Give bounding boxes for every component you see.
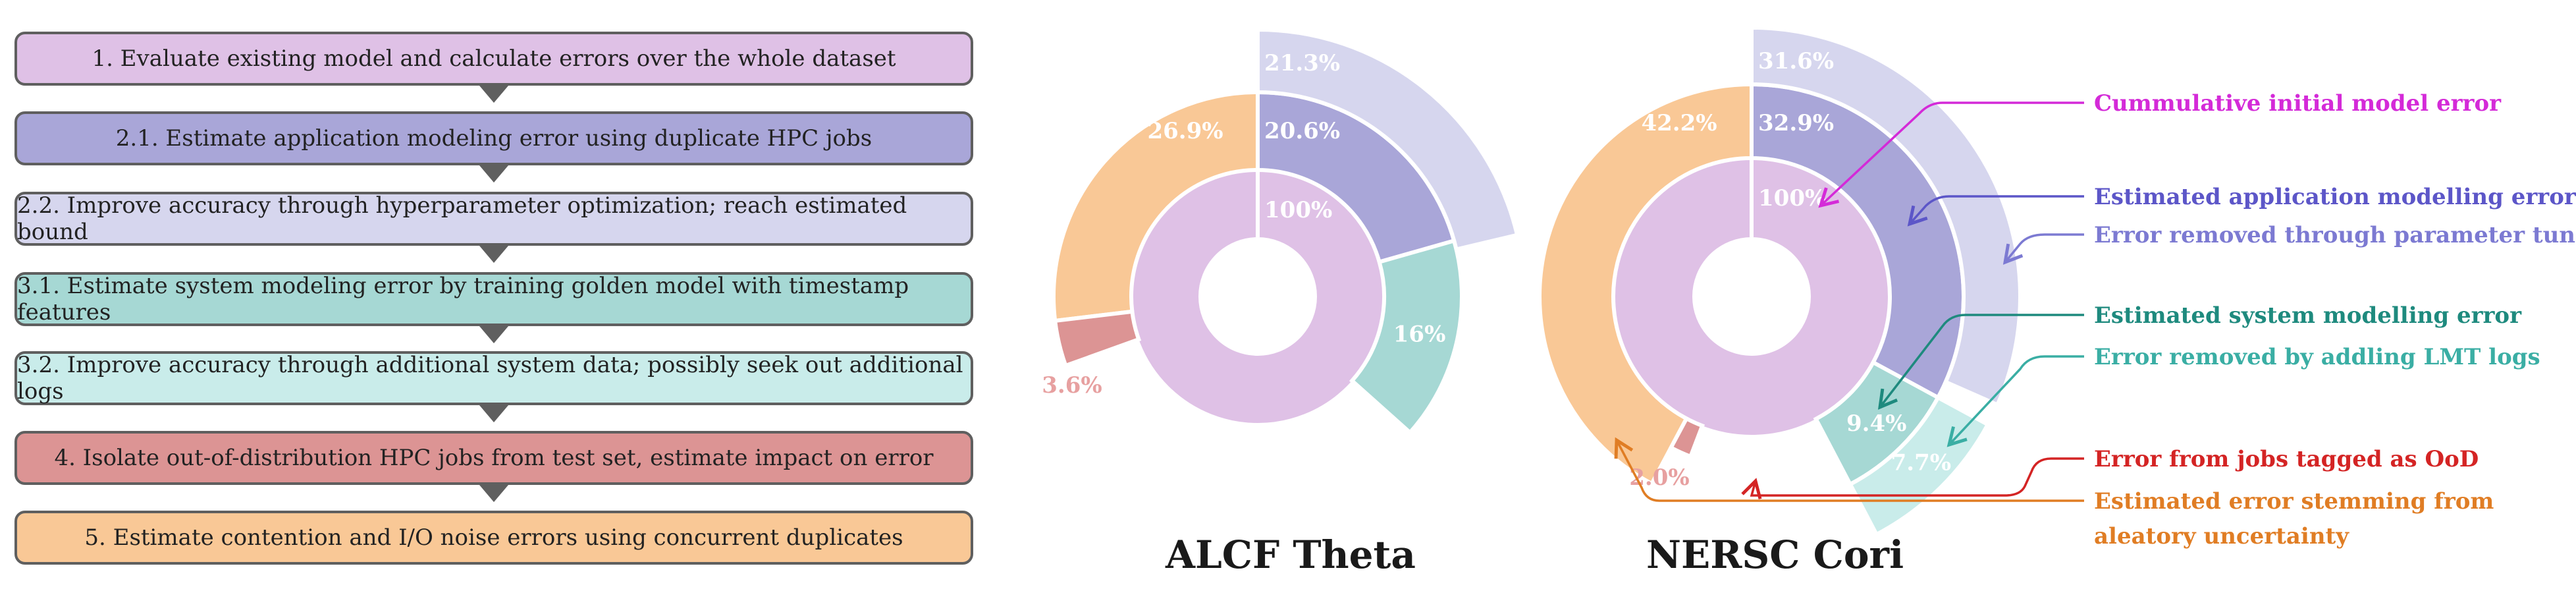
leader-app-error — [1907, 195, 2084, 227]
label-ood-error: 2.0% — [1629, 464, 1689, 491]
step-connector-arrow — [479, 405, 508, 422]
step-connector-arrow — [479, 485, 508, 502]
workflow-steps: 1. Evaluate existing model and calculate… — [0, 0, 988, 591]
workflow-step-4: 3.1. Estimate system modeling error by t… — [14, 272, 973, 326]
legend-aleatory-error: Estimated error stemming from — [2094, 488, 2494, 515]
label-system-error: 16% — [1393, 322, 1446, 348]
label-app-error: 32.9% — [1758, 110, 1834, 136]
wedge-aleatory-error — [1538, 82, 1754, 487]
wedge-aleatory-error — [1052, 90, 1260, 324]
step-connector-arrow — [479, 326, 508, 343]
label-tuning-error: 31.6% — [1758, 48, 1834, 74]
leader-initial-error — [1818, 101, 2084, 208]
label-aleatory-error: 42.2% — [1641, 110, 1717, 136]
label-lmt-error: 7.7% — [1891, 450, 1951, 476]
leader-lmt-error — [1946, 355, 2084, 447]
workflow-step-7: 5. Estimate contention and I/O noise err… — [14, 511, 973, 565]
step-connector-arrow — [479, 165, 508, 183]
label-ood-error: 3.6% — [1042, 372, 1102, 399]
legend-system-error: Estimated system modelling error — [2094, 302, 2522, 329]
label-aleatory-error: 26.9% — [1147, 118, 1223, 144]
label-system-error: 9.4% — [1846, 410, 1906, 437]
legend-app-error: Estimated application modelling error — [2094, 184, 2576, 210]
workflow-step-3: 2.2. Improve accuracy through hyperparam… — [14, 192, 973, 246]
workflow-step-1: 1. Evaluate existing model and calculate… — [14, 32, 973, 86]
legend-initial-error: Cummulative initial model error — [2094, 90, 2502, 117]
wedge-tuning-error — [1256, 27, 1520, 252]
legend-lmt-error: Error removed by addling LMT logs — [2094, 344, 2540, 370]
leader-ood-error — [1741, 457, 2084, 499]
label-tuning-error: 21.3% — [1264, 50, 1340, 76]
chart-title-theta: ALCF Theta — [1166, 532, 1416, 577]
step-connector-arrow — [479, 246, 508, 263]
wedge-system-error — [1349, 238, 1464, 436]
leader-aleatory-error — [1614, 437, 2084, 502]
chart-title-cori: NERSC Cori — [1646, 532, 1904, 577]
leader-tuning-error — [2002, 233, 2084, 265]
legend-aleatory-error-line2: aleatory uncertainty — [2094, 523, 2349, 549]
label-initial-error: 100% — [1758, 185, 1826, 211]
leader-system-error — [1877, 314, 2084, 410]
workflow-step-5: 3.2. Improve accuracy through additional… — [14, 351, 973, 405]
step-connector-arrow — [479, 86, 508, 103]
wedge-tuning-error — [1750, 25, 2022, 408]
legend-ood-error: Error from jobs tagged as OoD — [2094, 446, 2479, 472]
wedge-ood-error — [1052, 309, 1142, 368]
workflow-step-2: 2.1. Estimate application modeling error… — [14, 111, 973, 165]
legend-tuning-error: Error removed through parameter tuning — [2094, 222, 2576, 248]
label-app-error: 20.6% — [1264, 118, 1340, 144]
label-initial-error: 100% — [1264, 197, 1332, 223]
workflow-step-6: 4. Isolate out-of-distribution HPC jobs … — [14, 431, 973, 485]
wedge-ood-error — [1668, 416, 1705, 459]
